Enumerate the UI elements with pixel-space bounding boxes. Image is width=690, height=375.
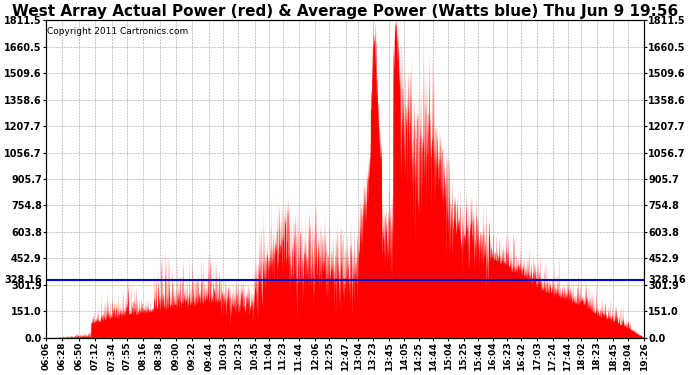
Text: 328.16: 328.16 [648, 275, 686, 285]
Text: Copyright 2011 Cartronics.com: Copyright 2011 Cartronics.com [47, 27, 188, 36]
Title: West Array Actual Power (red) & Average Power (Watts blue) Thu Jun 9 19:56: West Array Actual Power (red) & Average … [12, 4, 678, 19]
Text: 328.16: 328.16 [4, 275, 42, 285]
